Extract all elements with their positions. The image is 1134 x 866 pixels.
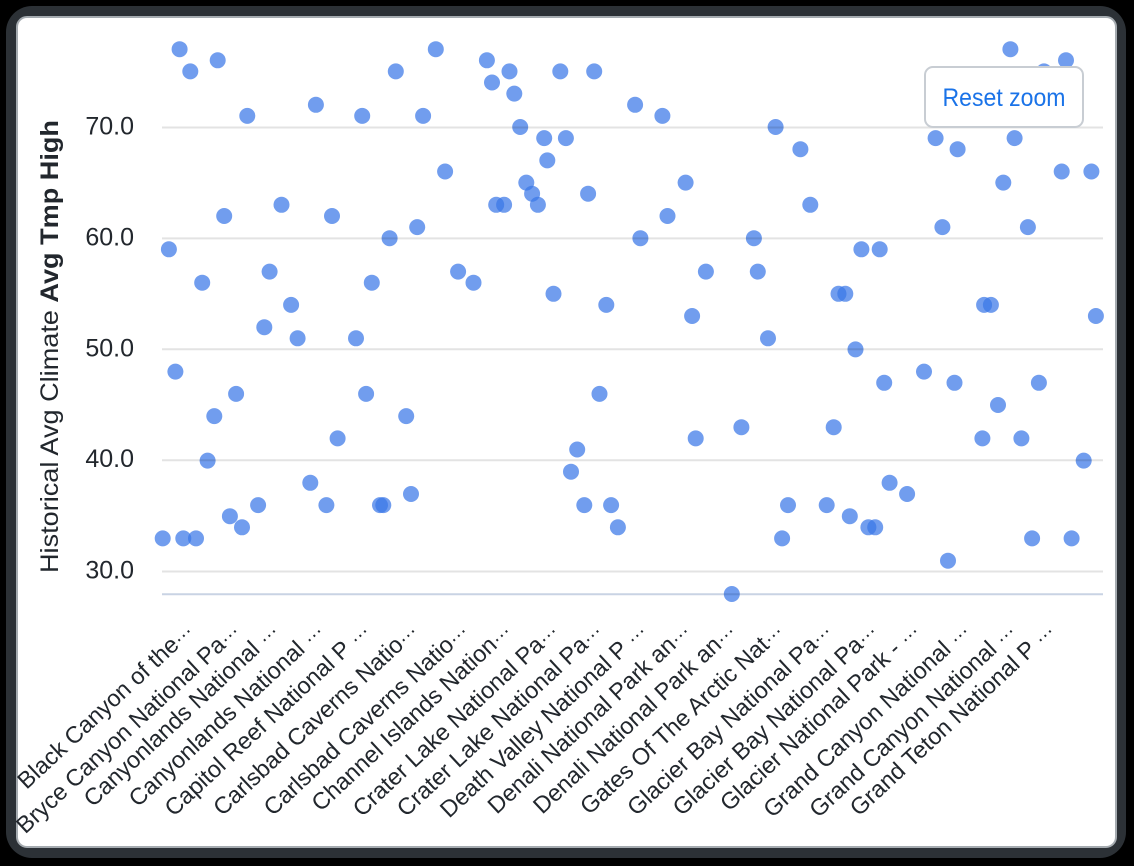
svg-text:60.0: 60.0 — [85, 223, 134, 251]
svg-text:Reset zoom: Reset zoom — [943, 84, 1066, 112]
svg-text:30.0: 30.0 — [85, 557, 134, 585]
svg-text:Historical Avg Climate Avg Tmp: Historical Avg Climate Avg Tmp High — [36, 120, 64, 573]
svg-text:50.0: 50.0 — [85, 334, 134, 362]
svg-text:40.0: 40.0 — [85, 445, 134, 473]
svg-text:70.0: 70.0 — [85, 113, 134, 141]
